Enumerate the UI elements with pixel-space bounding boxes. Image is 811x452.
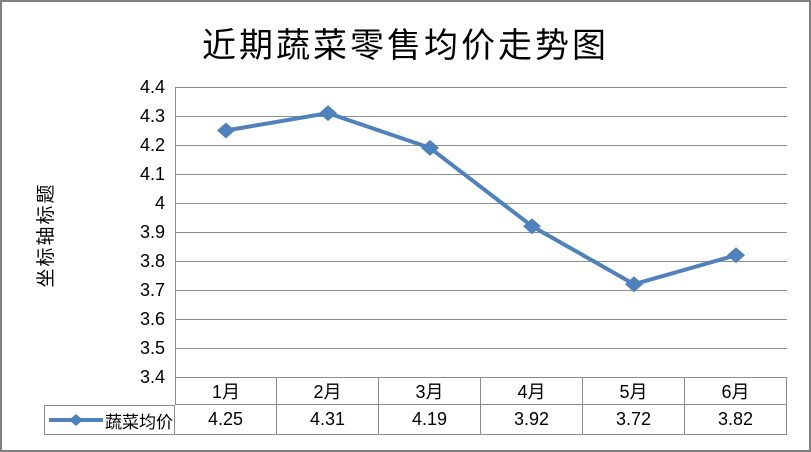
- y-tick-label: 4.4: [139, 77, 165, 97]
- y-tick-label: 4.2: [139, 135, 165, 155]
- legend-series-label: 蔬菜均价: [105, 412, 173, 433]
- value-cell: 3.72: [583, 405, 685, 435]
- month-cell: 3月: [379, 377, 481, 405]
- value-cell: 4.25: [175, 405, 277, 435]
- y-tick-label: 3.9: [139, 222, 165, 242]
- value-cell: 3.92: [481, 405, 583, 435]
- data-point-marker: [523, 218, 541, 235]
- plot-area: [175, 87, 787, 378]
- data-point-marker: [319, 105, 337, 122]
- data-point-marker: [217, 122, 235, 139]
- month-cell: 2月: [277, 377, 379, 405]
- value-cell: 4.31: [277, 405, 379, 435]
- y-tick-label: 4.3: [139, 106, 165, 126]
- y-tick-label: 3.5: [139, 338, 165, 358]
- data-point-marker: [727, 247, 745, 264]
- y-tick-label: 4.1: [139, 164, 165, 184]
- series-line: [225, 111, 737, 287]
- y-tick-label: 3.6: [139, 309, 165, 329]
- month-cell: 5月: [583, 377, 685, 405]
- legend-cell: 蔬菜均价: [44, 405, 175, 435]
- value-cell: 4.19: [379, 405, 481, 435]
- y-axis-title: 坐标轴标题: [35, 182, 57, 288]
- y-tick-label: 3.4: [139, 367, 165, 387]
- value-cell: 3.82: [685, 405, 787, 435]
- table-corner-spacer: [44, 377, 175, 405]
- month-cell: 6月: [685, 377, 787, 405]
- y-tick-label: 3.7: [139, 280, 165, 300]
- chart-title: 近期蔬菜零售均价走势图: [202, 26, 609, 66]
- month-cell: 1月: [175, 377, 277, 405]
- data-point-marker: [421, 139, 439, 156]
- data-point-marker: [625, 276, 643, 293]
- y-tick-label: 3.8: [139, 251, 165, 271]
- month-cell: 4月: [481, 377, 583, 405]
- chart-data-table: 1月 2月 3月 4月 5月 6月蔬菜均价 4.25 4.31 4.19 3.92 3.72 3.82: [44, 377, 787, 435]
- y-tick-label: 4: [154, 193, 165, 213]
- legend-series-marker: [49, 414, 103, 426]
